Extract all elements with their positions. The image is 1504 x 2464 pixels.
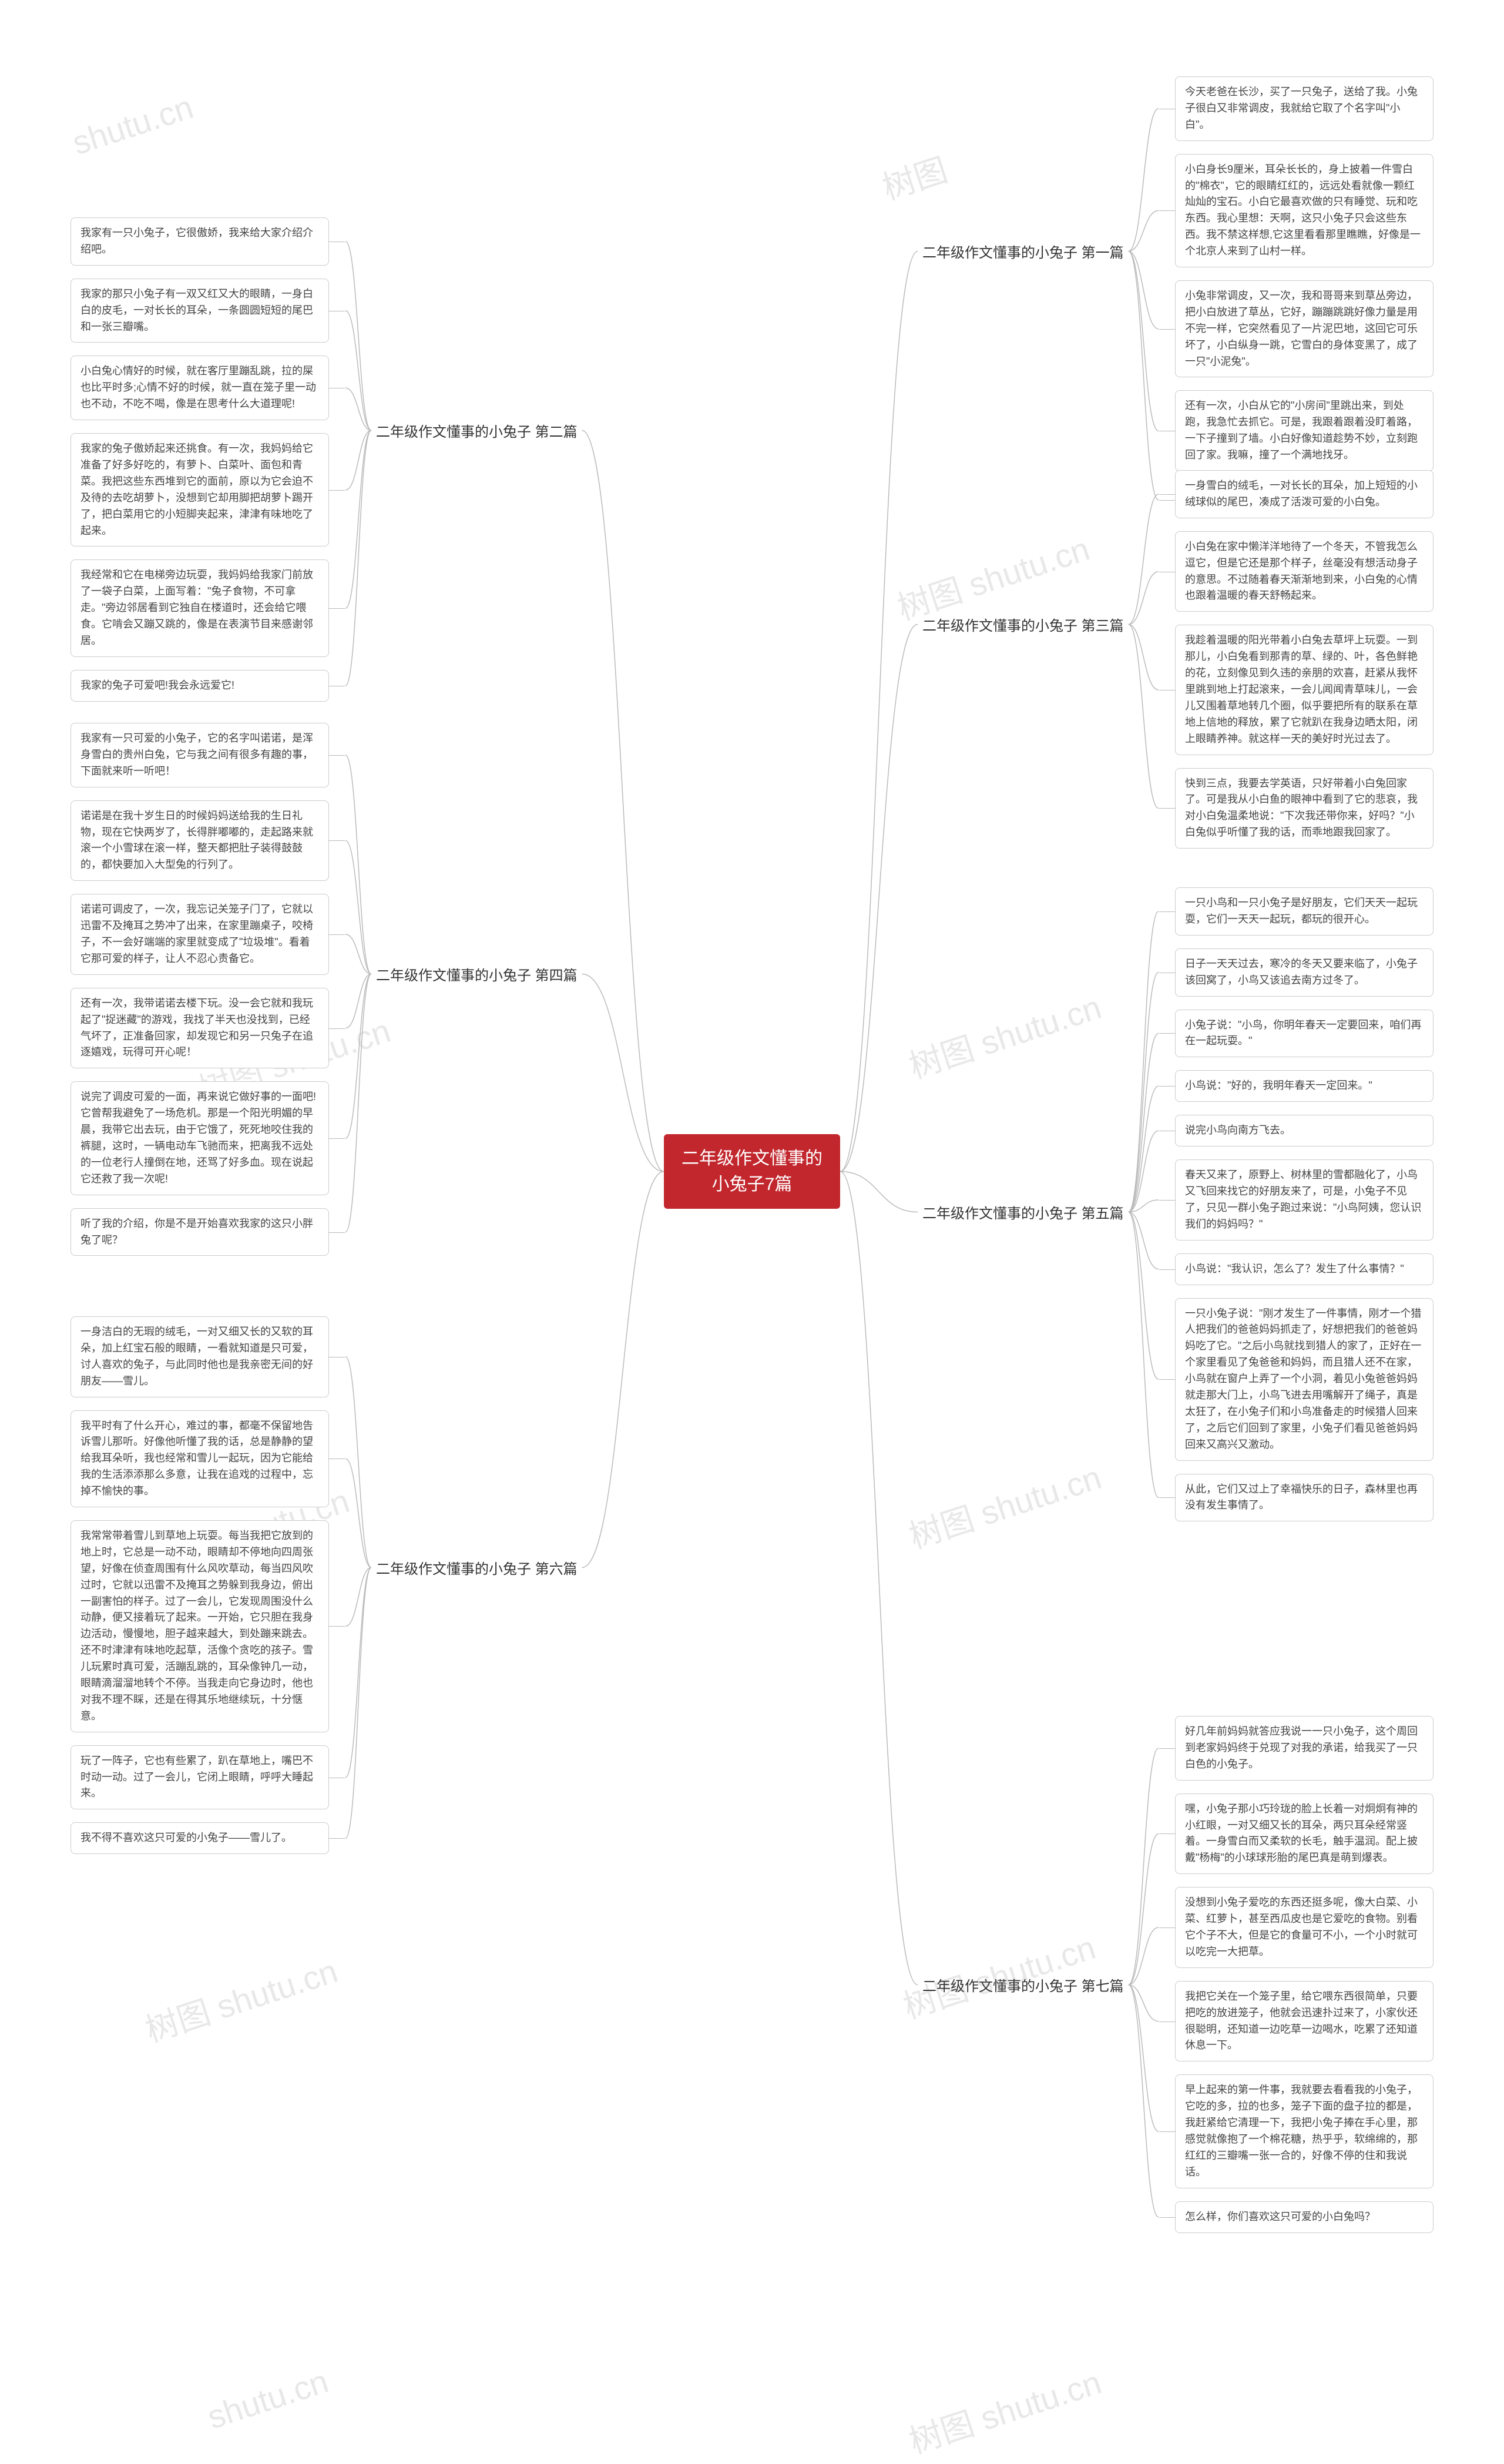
leaf-node: 小鸟说："我认识，怎么了？发生了什么事情？" — [1175, 1253, 1434, 1285]
leaf-node: 没想到小兔子爱吃的东西还挺多呢，像大白菜、小菜、红萝卜，甚至西瓜皮也是它爱吃的食… — [1175, 1887, 1434, 1968]
leaf-node: 小鸟说："好的，我明年春天一定回来。" — [1175, 1070, 1434, 1102]
leaf-node: 好几年前妈妈就答应我说一一只小兔子，这个周回到老家妈妈终于兑现了对我的承诺，给我… — [1175, 1716, 1434, 1781]
watermark: shutu.cn — [68, 88, 197, 162]
leaf-node: 诺诺可调皮了，一次，我忘记关笼子门了，它就以迅雷不及掩耳之势冲了出来，在家里蹦桌… — [70, 894, 329, 975]
leaf-node: 我把它关在一个笼子里，给它喂东西很简单，只要把吃的放进笼子，他就会迅速扑过来了，… — [1175, 1981, 1434, 2062]
leaf-node: 嘿，小兔子那小巧玲珑的脸上长着一对炯炯有神的小红眼，一对又细又长的耳朵，两只耳朵… — [1175, 1793, 1434, 1875]
leaf-node: 从此，它们又过上了幸福快乐的日子，森林里也再没有发生事情了。 — [1175, 1474, 1434, 1522]
leaf-node: 春天又来了，原野上、树林里的雪都融化了，小鸟又飞回来找它的好朋友来了，可是，小兔… — [1175, 1159, 1434, 1241]
leaf-node: 我家的那只小兔子有一双又红又大的眼睛，一身白白的皮毛，一对长长的耳朵，一条圆圆短… — [70, 279, 329, 343]
leaf-node: 一只小鸟和一只小兔子是好朋友，它们天天一起玩耍，它们一天天一起玩，都玩的很开心。 — [1175, 887, 1434, 936]
leaf-node: 说完小鸟向南方飞去。 — [1175, 1115, 1434, 1146]
leaf-node: 怎么样，你们喜欢这只可爱的小白兔吗？ — [1175, 2201, 1434, 2233]
leaf-node: 我家的兔子可爱吧!我会永远爱它! — [70, 670, 329, 702]
leaf-node: 我家有一只小兔子，它很傲娇，我来给大家介绍介绍吧。 — [70, 217, 329, 266]
section-label: 二年级作文懂事的小兔子 第五篇 — [922, 1202, 1124, 1222]
leaf-node: 小白身长9厘米，耳朵长长的，身上披着一件雪白的"棉衣"，它的眼睛红红的，远远处看… — [1175, 154, 1434, 267]
leaf-node: 我常常带着雪儿到草地上玩耍。每当我把它放到的地上时，它总是一动不动，眼睛却不停地… — [70, 1520, 329, 1732]
leaf-column: 我家有一只可爱的小兔子，它的名字叫诺诺，是浑身雪白的贵州白兔，它与我之间有很多有… — [70, 723, 329, 1256]
section-label: 二年级作文懂事的小兔子 第三篇 — [922, 614, 1124, 635]
leaf-node: 一只小兔子说："刚才发生了一件事情，刚才一个猎人把我们的爸爸妈妈抓走了，好想把我… — [1175, 1298, 1434, 1461]
leaf-node: 我经常和它在电梯旁边玩耍，我妈妈给我家门前放了一袋子白菜，上面写着："兔子食物，… — [70, 559, 329, 656]
leaf-node: 我不得不喜欢这只可爱的小兔子——雪儿了。 — [70, 1822, 329, 1854]
leaf-node: 小兔子说："小鸟，你明年春天一定要回来，咱们再在一起玩耍。" — [1175, 1010, 1434, 1058]
leaf-node: 日子一天天过去，寒冷的冬天又要来临了，小兔子该回窝了，小鸟又该追去南方过冬了。 — [1175, 948, 1434, 997]
leaf-node: 还有一次，我带诺诺去楼下玩。没一会它就和我玩起了"捉迷藏"的游戏，我找了半天也没… — [70, 988, 329, 1069]
leaf-node: 小兔非常调皮，又一次，我和哥哥来到草丛旁边，把小白放进了草丛，它好，蹦蹦跳跳好像… — [1175, 280, 1434, 377]
leaf-node: 早上起来的第一件事，我就要去看看我的小兔子，它吃的多，拉的也多，笼子下面的盘子拉… — [1175, 2074, 1434, 2188]
section-label: 二年级作文懂事的小兔子 第二篇 — [376, 420, 578, 441]
leaf-node: 听了我的介绍，你是不是开始喜欢我家的这只小胖兔了呢？ — [70, 1208, 329, 1256]
leaf-node: 快到三点，我要去学英语，只好带着小白兔回家了。可是我从小白鱼的眼神中看到了它的悲… — [1175, 768, 1434, 849]
leaf-column: 一只小鸟和一只小兔子是好朋友，它们天天一起玩耍，它们一天天一起玩，都玩的很开心。… — [1175, 887, 1434, 1521]
leaf-node: 还有一次，小白从它的"小房间"里跳出来，到处跑，我急忙去抓它。可是，我跟着跟着没… — [1175, 390, 1434, 471]
center-node: 二年级作文懂事的小兔子7篇 — [664, 1134, 840, 1209]
watermark: shutu.cn — [203, 2362, 333, 2436]
leaf-node: 一身雪白的绒毛，一对长长的耳朵，加上短短的小绒球似的尾巴，凑成了活泼可爱的小白兔… — [1175, 470, 1434, 518]
leaf-node: 我家的兔子傲娇起来还挑食。有一次，我妈妈给它准备了好多好吃的，有萝卜、白菜叶、面… — [70, 433, 329, 547]
section-label: 二年级作文懂事的小兔子 第七篇 — [922, 1974, 1124, 1995]
leaf-node: 我趁着温暖的阳光带着小白兔去草坪上玩耍。一到那儿，小白兔看到那青的草、绿的、叶，… — [1175, 625, 1434, 755]
leaf-node: 说完了调皮可爱的一面，再来说它做好事的一面吧!它曾帮我避免了一场危机。那是一个阳… — [70, 1081, 329, 1195]
leaf-node: 诺诺是在我十岁生日的时候妈妈送给我的生日礼物，现在它快两岁了，长得胖嘟嘟的，走起… — [70, 800, 329, 881]
watermark: 树图 shutu.cn — [902, 981, 1107, 1088]
leaf-node: 小白兔心情好的时候，就在客厅里蹦乱跳，拉的屎也比平时多;心情不好的时候，就一直在… — [70, 356, 329, 420]
watermark: 树图 shutu.cn — [139, 1945, 343, 2052]
watermark: 树图 — [875, 144, 953, 210]
leaf-column: 一身洁白的无瑕的绒毛，一对又细又长的又软的耳朵，加上红宝石般的眼睛，一看就知道是… — [70, 1316, 329, 1854]
watermark: 树图 shutu.cn — [902, 1451, 1107, 1558]
section-label: 二年级作文懂事的小兔子 第六篇 — [376, 1557, 578, 1578]
leaf-node: 今天老爸在长沙，买了一只兔子，送给了我。小兔子很白又非常调皮，我就给它取了个名字… — [1175, 76, 1434, 141]
section-label: 二年级作文懂事的小兔子 第一篇 — [922, 241, 1124, 262]
leaf-column: 今天老爸在长沙，买了一只兔子，送给了我。小兔子很白又非常调皮，我就给它取了个名字… — [1175, 76, 1434, 516]
leaf-column: 好几年前妈妈就答应我说一一只小兔子，这个周回到老家妈妈终于兑现了对我的承诺，给我… — [1175, 1716, 1434, 2233]
leaf-column: 我家有一只小兔子，它很傲娇，我来给大家介绍介绍吧。我家的那只小兔子有一双又红又大… — [70, 217, 329, 702]
leaf-node: 我家有一只可爱的小兔子，它的名字叫诺诺，是浑身雪白的贵州白兔，它与我之间有很多有… — [70, 723, 329, 787]
leaf-column: 一身雪白的绒毛，一对长长的耳朵，加上短短的小绒球似的尾巴，凑成了活泼可爱的小白兔… — [1175, 470, 1434, 849]
leaf-node: 我平时有了什么开心，难过的事，都毫不保留地告诉雪儿那听。好像他听懂了我的话，总是… — [70, 1410, 329, 1507]
watermark: 树图 shutu.cn — [902, 2356, 1107, 2463]
leaf-node: 玩了一阵子，它也有些累了，趴在草地上，嘴巴不时动一动。过了一会儿，它闭上眼睛，呼… — [70, 1745, 329, 1810]
leaf-node: 一身洁白的无瑕的绒毛，一对又细又长的又软的耳朵，加上红宝石般的眼睛，一看就知道是… — [70, 1316, 329, 1397]
section-label: 二年级作文懂事的小兔子 第四篇 — [376, 964, 578, 984]
leaf-node: 小白兔在家中懒洋洋地待了一个冬天，不管我怎么逗它，但是它还是那个样子，丝毫没有想… — [1175, 531, 1434, 612]
